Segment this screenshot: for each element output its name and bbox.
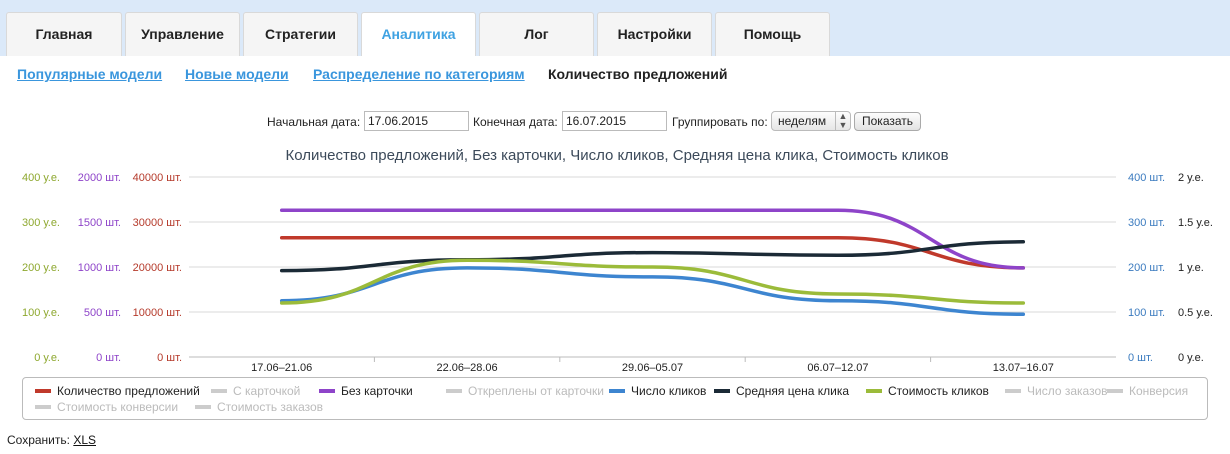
y-tick-label: 1500 шт.: [78, 217, 121, 229]
legend-swatch: [609, 388, 625, 393]
subnav-offer-count: Количество предложений: [548, 66, 728, 82]
legend-item[interactable]: С карточкой: [211, 384, 300, 398]
legend-swatch: [714, 388, 730, 393]
y-tick-label: 0 шт.: [157, 352, 182, 364]
legend-label: Число заказов: [1027, 384, 1108, 398]
x-axis-labels: 17.06–21.06 22.06–28.06 29.06–05.07 06.07–1…: [251, 357, 1054, 372]
y-tick-label: 2000 шт.: [78, 172, 121, 184]
legend-label: Стоимость заказов: [217, 400, 324, 414]
legend-item[interactable]: Стоимость заказов: [195, 400, 323, 414]
legend-swatch: [1107, 388, 1123, 393]
tab-home[interactable]: Главная: [6, 12, 122, 56]
legend-label: Без карточки: [341, 384, 413, 398]
group-by-value: неделям: [778, 114, 827, 128]
select-arrows-icon: ▲ ▼: [835, 112, 850, 130]
save-xls-link[interactable]: XLS: [73, 433, 96, 447]
y-tick-label: 10000 шт.: [133, 307, 182, 319]
tab-log[interactable]: Лог: [479, 12, 594, 56]
chart-axes: 0 у.е. 100 у.е. 200 у.е. 300 у.е. 400 у.е. 0 …: [22, 172, 1213, 364]
legend-item[interactable]: Откреплены от карточки: [446, 384, 604, 398]
end-date-input[interactable]: 16.07.2015: [562, 111, 667, 131]
show-button[interactable]: Показать: [854, 112, 922, 131]
tab-analytics[interactable]: Аналитика: [361, 12, 476, 56]
line-chart: Количество предложений, Без карточки, Чи…: [22, 147, 1213, 372]
legend-swatch: [1005, 388, 1021, 393]
group-by-label: Группировать по:: [672, 115, 768, 129]
legend-label: Количество предложений: [57, 384, 200, 398]
x-tick-label: 06.07–12.07: [807, 362, 868, 372]
chart-legend: Количество предложений С карточкой Без кар…: [22, 377, 1208, 420]
save-row: Сохранить: XLS: [7, 433, 96, 447]
y-tick-label: 0 шт.: [1128, 352, 1153, 364]
x-tick-label: 29.06–05.07: [622, 362, 683, 372]
legend-label: Стоимость кликов: [888, 384, 989, 398]
legend-swatch: [446, 388, 462, 393]
y-tick-label: 200 у.е.: [22, 262, 60, 274]
series-line-2[interactable]: [279, 266, 1026, 316]
legend-swatch: [35, 388, 51, 393]
subnav-popular-models[interactable]: Популярные модели: [17, 66, 163, 82]
y-tick-label: 400 у.е.: [22, 172, 60, 184]
y-tick-label: 2 у.е.: [1178, 172, 1204, 184]
legend-label: Конверсия: [1129, 384, 1189, 398]
legend-item[interactable]: Число заказов: [1005, 384, 1108, 398]
tab-management[interactable]: Управление: [125, 12, 240, 56]
y-tick-label: 400 шт.: [1128, 172, 1165, 184]
y-tick-label: 20000 шт.: [133, 262, 182, 274]
start-date-label: Начальная дата:: [267, 115, 361, 129]
y-tick-label: 0 у.е.: [1178, 352, 1204, 364]
legend-swatch: [35, 404, 51, 409]
y-tick-label: 40000 шт.: [133, 172, 182, 184]
group-by-select[interactable]: неделям ▲ ▼: [771, 111, 851, 131]
y-tick-label: 300 шт.: [1128, 217, 1165, 229]
legend-swatch: [319, 388, 335, 393]
legend-item[interactable]: Количество предложений: [35, 384, 200, 398]
legend-label: С карточкой: [233, 384, 301, 398]
legend-item[interactable]: Стоимость конверсии: [35, 400, 178, 414]
y-tick-label: 0 шт.: [96, 352, 121, 364]
legend-label: Стоимость конверсии: [57, 400, 179, 414]
legend-item[interactable]: Средняя цена клика: [714, 384, 849, 398]
series-line-3[interactable]: [279, 240, 1026, 273]
y-tick-label: 0.5 у.е.: [1178, 307, 1213, 319]
series-line-4[interactable]: [279, 258, 1026, 305]
x-tick-label: 17.06–21.06: [251, 362, 312, 372]
y-tick-label: 1.5 у.е.: [1178, 217, 1213, 229]
tab-help[interactable]: Помощь: [715, 12, 830, 56]
x-tick-label: 22.06–28.06: [437, 362, 498, 372]
legend-label: Откреплены от карточки: [468, 384, 605, 398]
y-tick-label: 100 шт.: [1128, 307, 1165, 319]
legend-label: Средняя цена клика: [736, 384, 850, 398]
chart-series: [279, 208, 1026, 316]
subnav-new-models[interactable]: Новые модели: [185, 66, 289, 82]
series-line-1[interactable]: [279, 208, 1026, 270]
legend-item[interactable]: Число кликов: [609, 384, 706, 398]
legend-swatch: [211, 388, 227, 393]
legend-swatch: [866, 388, 882, 393]
subnav-category-distribution[interactable]: Распределение по категориям: [313, 66, 525, 82]
end-date-label: Конечная дата:: [473, 115, 558, 129]
legend-item[interactable]: Конверсия: [1107, 384, 1188, 398]
legend-swatch: [195, 404, 211, 409]
y-tick-label: 0 у.е.: [34, 352, 60, 364]
chart-title: Количество предложений, Без карточки, Чи…: [285, 147, 948, 164]
tab-settings[interactable]: Настройки: [597, 12, 712, 56]
y-tick-label: 200 шт.: [1128, 262, 1165, 274]
legend-item[interactable]: Без карточки: [319, 384, 413, 398]
start-date-input[interactable]: 17.06.2015: [364, 111, 469, 131]
y-tick-label: 100 у.е.: [22, 307, 60, 319]
y-tick-label: 30000 шт.: [133, 217, 182, 229]
tab-strategies[interactable]: Стратегии: [243, 12, 358, 56]
save-label: Сохранить:: [7, 433, 70, 447]
y-tick-label: 1 у.е.: [1178, 262, 1204, 274]
y-tick-label: 500 шт.: [84, 307, 121, 319]
y-tick-label: 1000 шт.: [78, 262, 121, 274]
main-tab-bar: Главная Управление Стратегии Аналитика Л…: [0, 0, 1230, 56]
legend-item[interactable]: Стоимость кликов: [866, 384, 989, 398]
series-line-0[interactable]: [279, 236, 1026, 270]
x-tick-label: 13.07–16.07: [993, 362, 1054, 372]
legend-label: Число кликов: [631, 384, 707, 398]
y-tick-label: 300 у.е.: [22, 217, 60, 229]
